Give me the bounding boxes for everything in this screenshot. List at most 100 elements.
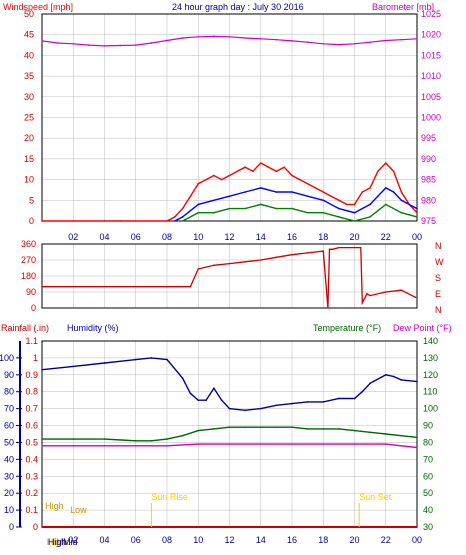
rain-tick-label: 0 — [33, 522, 38, 532]
direction-tick-label: 270 — [21, 255, 36, 265]
x-tick-label: 08 — [162, 232, 172, 242]
data-point — [213, 211, 215, 214]
data-point — [88, 44, 90, 46]
rain-tick-label: 0.5 — [25, 437, 38, 447]
wind-tick-label: 30 — [24, 92, 34, 102]
x-tick-label: 16 — [287, 232, 297, 242]
temp-tick-label: 140 — [423, 336, 438, 346]
panel2-frame — [41, 243, 418, 309]
data-point — [291, 207, 293, 210]
wind-label: Windspeed [mph] — [3, 2, 73, 12]
data-point — [166, 445, 168, 447]
data-point — [228, 262, 231, 265]
x-tick-label: 14 — [256, 535, 266, 545]
data-point — [331, 248, 334, 251]
data-point — [384, 39, 387, 42]
temp-tick-label: 100 — [423, 404, 438, 414]
data-point — [181, 220, 184, 222]
data-point — [369, 382, 371, 385]
compass-tick-label: N — [435, 305, 442, 315]
data-point — [384, 291, 387, 293]
data-point — [369, 294, 371, 297]
rain-tick-label: 0.4 — [25, 454, 38, 464]
temp-tick-label: 70 — [423, 454, 433, 464]
data-point — [181, 216, 184, 218]
data-point — [416, 211, 418, 214]
data-point — [338, 397, 340, 400]
data-point — [197, 429, 200, 432]
data-point — [306, 211, 309, 214]
series-windspeed-avg — [174, 187, 418, 222]
data-point — [345, 203, 348, 206]
data-point — [306, 41, 309, 43]
data-point — [267, 166, 270, 168]
x-tick-label: 12 — [224, 232, 234, 242]
data-point — [181, 37, 184, 39]
x-tick-label: 10 — [193, 535, 203, 545]
series-layer — [41, 35, 418, 528]
data-point — [244, 409, 246, 412]
wind-tick-label: 40 — [24, 50, 34, 60]
rain-tick-label: 0.2 — [25, 488, 38, 498]
tide-high-label: High — [48, 537, 67, 547]
humidity-label: Humidity (%) — [67, 323, 119, 333]
axes-layer — [16, 13, 418, 528]
data-point — [220, 178, 223, 181]
data-point — [400, 38, 403, 41]
x-tick-label: 00 — [412, 232, 422, 242]
data-point — [338, 246, 340, 249]
series-windspeed — [42, 161, 418, 222]
baro-label: Barometer [mb] — [372, 2, 434, 12]
baro-tick-label: 990 — [421, 154, 436, 164]
direction-tick-label: 90 — [26, 287, 36, 297]
data-point — [353, 203, 356, 206]
x-tick-label: 20 — [349, 535, 359, 545]
data-point — [259, 203, 262, 206]
humidity-tick-label: 0 — [9, 522, 14, 532]
baro-tick-label: 975 — [421, 216, 436, 226]
rain-tick-label: 0.7 — [25, 404, 38, 414]
baro-tick-label: 1010 — [421, 71, 441, 81]
temp-tick-label: 60 — [423, 471, 433, 481]
data-point — [353, 397, 356, 400]
data-point — [275, 426, 278, 429]
data-point — [369, 203, 371, 206]
data-point — [400, 191, 403, 193]
data-point — [189, 285, 192, 288]
direction-tick-label: 360 — [21, 239, 36, 249]
data-point — [213, 35, 215, 38]
data-point — [41, 368, 43, 371]
data-point — [366, 292, 368, 295]
temp-tick-label: 110 — [423, 387, 437, 397]
dewpoint-label: Dew Point (°F) — [393, 323, 452, 333]
data-point — [338, 43, 340, 46]
data-point — [213, 174, 215, 177]
x-tick-label: 06 — [131, 232, 141, 242]
annotation-label: Sun Rise — [151, 492, 188, 502]
data-point — [72, 445, 75, 447]
rainfall-label: Rainfall (.in) — [1, 323, 49, 333]
rain-tick-label: 0.6 — [25, 421, 38, 431]
baro-tick-label: 1000 — [421, 113, 441, 123]
compass-tick-label: N — [435, 241, 442, 251]
data-point — [189, 392, 192, 395]
data-point — [41, 285, 43, 288]
baro-tick-label: 985 — [421, 175, 436, 185]
grid-layer — [42, 14, 418, 527]
data-point — [275, 404, 278, 407]
data-point — [174, 220, 176, 222]
data-point — [384, 433, 387, 435]
data-point — [244, 260, 246, 263]
data-point — [416, 38, 418, 40]
data-point — [189, 195, 192, 197]
data-point — [41, 438, 43, 440]
data-point — [205, 178, 207, 181]
data-point — [353, 246, 356, 249]
humidity-tick-label: 90 — [4, 370, 14, 380]
data-point — [392, 375, 395, 378]
baro-tick-label: 1020 — [421, 30, 441, 40]
data-point — [416, 216, 418, 218]
annotation-label: High — [47, 537, 66, 547]
humidity-tick-label: 50 — [4, 437, 14, 447]
